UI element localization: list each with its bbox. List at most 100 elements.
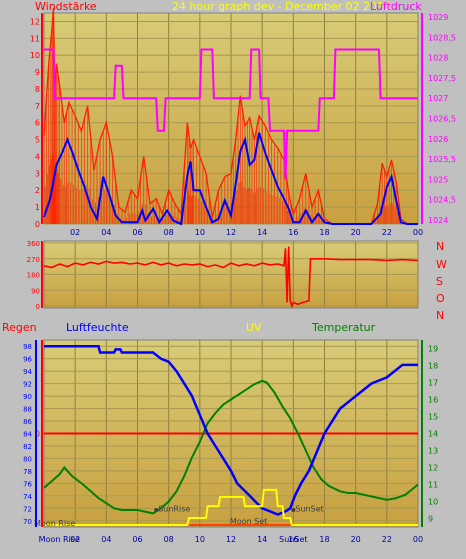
x-tick-label: 22 — [382, 228, 392, 237]
wind-direction-axes: 0 90 180 270 360 — [27, 240, 43, 311]
x-tick-label: 10 — [195, 228, 205, 237]
x-tick-label: 08 — [164, 228, 174, 237]
temperature-tick-label: 9 — [428, 515, 433, 524]
y-right-tick-label: 1024 — [428, 216, 448, 225]
humidity-tick-label: 96 — [23, 356, 32, 364]
y-right-tick-label: 1025 — [428, 175, 448, 184]
uv-label: UV — [246, 321, 262, 334]
humidity-tick-label: 88 — [23, 406, 32, 414]
humidity-line — [44, 344, 418, 516]
rain-humidity-axes: 02 04 06 08 10 12 14 16 18 20 22 00 70 72 74 76 78 80 82 84… — [23, 340, 438, 544]
regen-label: Regen — [2, 321, 37, 334]
wind-pressure-series — [43, 7, 418, 226]
wind-direction-line — [43, 246, 419, 309]
temperature-tick-label: 16 — [428, 396, 438, 405]
direction-letter-s: S — [436, 275, 443, 288]
y-left-tick-label: 3 — [35, 169, 40, 178]
bottom-annotation-moon-rise: Moon Rise — [39, 535, 80, 544]
x-tick-label: 18 — [319, 535, 329, 544]
x-tick-label: 06 — [132, 535, 142, 544]
rain-tick-label: 0 — [35, 430, 40, 439]
humidity-tick-label: 92 — [23, 381, 32, 389]
humidity-tick-label: 76 — [23, 480, 32, 488]
x-tick-label: 16 — [288, 535, 298, 544]
temperature-tick-label: 11 — [428, 481, 438, 490]
y-left-tick-label: 9 — [35, 68, 40, 77]
y-right-tick-label: 1026,5 — [428, 115, 456, 124]
humidity-tick-label: 94 — [23, 368, 32, 376]
x-tick-label: 02 — [70, 535, 80, 544]
y-right-tick-label: 1025,5 — [428, 155, 456, 164]
wind-average-line — [43, 132, 418, 226]
windstaerke-label: Windstärke — [35, 0, 97, 13]
temperature-tick-label: 15 — [428, 413, 438, 422]
wind-direction-series — [43, 246, 419, 309]
uv-line — [44, 488, 418, 526]
humidity-tick-label: 98 — [23, 343, 32, 351]
temperature-tick-label: 17 — [428, 379, 438, 388]
annotation-sunrise: SunRise — [158, 504, 190, 513]
direction-tick-label: 270 — [27, 256, 40, 264]
annotation-marker — [154, 508, 159, 512]
humidity-tick-label: 86 — [23, 418, 32, 426]
direction-letter-w: W — [436, 258, 447, 271]
wind-pressure-axes: 02 04 06 08 10 12 14 16 18 20 22 000123456789101112… — [30, 13, 456, 237]
luftfeuchte-label: Luftfeuchte — [66, 321, 129, 334]
rain-humidity-series: SunRise SunSet Moon Set Moon Rise — [34, 344, 419, 528]
temperature-tick-label: 18 — [428, 362, 438, 371]
y-left-tick-label: 4 — [35, 152, 40, 161]
x-tick-label: 06 — [132, 228, 142, 237]
humidity-tick-label: 78 — [23, 468, 32, 476]
humidity-tick-label: 74 — [23, 493, 32, 501]
y-right-tick-label: 1027,5 — [428, 74, 456, 83]
direction-tick-label: 90 — [31, 287, 40, 295]
y-right-tick-label: 1024,5 — [428, 196, 456, 205]
y-right-tick-label: 1027 — [428, 94, 448, 103]
temperature-tick-label: 19 — [428, 345, 438, 354]
temperature-tick-label: 10 — [428, 498, 438, 507]
y-left-tick-label: 6 — [35, 119, 40, 128]
annotation-marker — [291, 508, 296, 512]
direction-tick-label: 0 — [36, 303, 40, 311]
x-tick-label: 08 — [164, 535, 174, 544]
x-tick-label: 14 — [257, 228, 267, 237]
temperature-tick-label: 13 — [428, 447, 438, 456]
direction-tick-label: 180 — [27, 272, 40, 280]
wind-direction-grid — [44, 241, 419, 308]
humidity-tick-label: 90 — [23, 393, 32, 401]
chart-title: 24 hour graph dev - December 02 2015 — [172, 0, 391, 13]
y-left-tick-label: 0 — [35, 220, 40, 229]
annotation-sunset: SunSet — [295, 504, 323, 513]
x-tick-label: 22 — [382, 535, 392, 544]
x-tick-label: 20 — [351, 228, 361, 237]
direction-letter-n-bottom: N — [436, 309, 444, 322]
x-tick-label: 16 — [288, 228, 298, 237]
humidity-tick-label: 72 — [23, 505, 32, 513]
x-tick-label: 12 — [226, 535, 236, 544]
x-tick-label: 12 — [226, 228, 236, 237]
humidity-tick-label: 70 — [23, 518, 32, 526]
temperature-tick-label: 14 — [428, 430, 438, 439]
temperatur-label: Temperatur — [311, 321, 376, 334]
y-left-tick-label: 12 — [30, 17, 40, 26]
x-tick-label: 14 — [257, 535, 267, 544]
x-tick-label: 04 — [101, 535, 111, 544]
luftdruck-label: Luftdruck — [370, 0, 422, 13]
y-left-tick-label: 11 — [30, 34, 40, 43]
x-tick-label: 20 — [351, 535, 361, 544]
x-tick-label: 10 — [195, 535, 205, 544]
pressure-line — [44, 48, 418, 180]
direction-letter-n-top: N — [436, 240, 444, 253]
x-tick-label: 00 — [413, 535, 423, 544]
y-right-tick-label: 1028 — [428, 54, 448, 63]
x-tick-label: 04 — [101, 228, 111, 237]
y-left-tick-label: 7 — [35, 102, 40, 111]
y-right-tick-label: 1029 — [428, 13, 448, 22]
bottom-annotation-sunset: SunSet — [279, 535, 307, 544]
annotation-moon-rise: Moon Rise — [34, 519, 75, 528]
y-right-tick-label: 1026 — [428, 135, 448, 144]
x-tick-label: 18 — [319, 228, 329, 237]
y-right-tick-label: 1028,5 — [428, 33, 456, 42]
